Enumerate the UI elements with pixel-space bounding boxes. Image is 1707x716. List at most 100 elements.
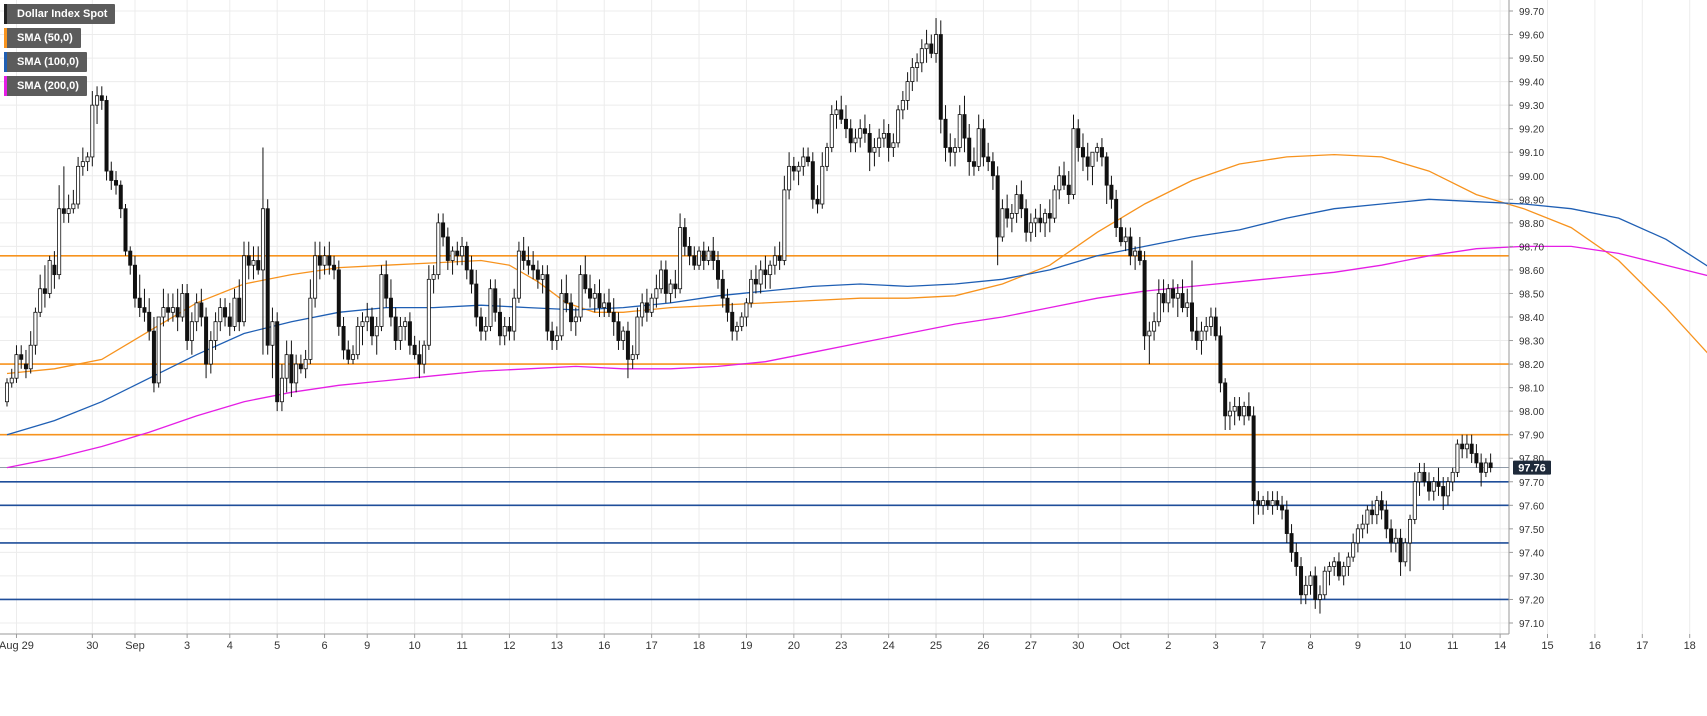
candle-body xyxy=(1024,208,1029,233)
candle-body xyxy=(336,269,341,327)
candle-body xyxy=(820,165,825,205)
x-tick-label: 18 xyxy=(693,640,705,652)
candle-body xyxy=(663,269,668,294)
candle-body xyxy=(1450,471,1455,483)
candle-body xyxy=(1374,500,1379,516)
candle-body xyxy=(1265,500,1270,506)
candle-body xyxy=(52,264,57,276)
candle-body xyxy=(900,100,905,111)
candle-body xyxy=(659,269,664,290)
candle-body xyxy=(1043,213,1048,224)
candle-body xyxy=(123,208,128,252)
x-tick-label: 17 xyxy=(1636,640,1648,652)
candle-body xyxy=(80,161,85,167)
candle-body xyxy=(787,165,792,191)
candle-body xyxy=(1133,250,1138,257)
candle-body xyxy=(1379,500,1384,511)
x-tick-label: 13 xyxy=(551,640,563,652)
candle-body xyxy=(1422,471,1427,483)
y-tick-label: 98.00 xyxy=(1519,407,1544,418)
candle-body xyxy=(1014,194,1019,214)
candle-body xyxy=(118,184,123,210)
candle-body xyxy=(1227,410,1232,417)
candle-body xyxy=(716,260,721,280)
candle-body xyxy=(948,147,953,153)
candle-body xyxy=(758,269,763,285)
candle-body xyxy=(137,297,142,308)
candle-body xyxy=(725,297,730,313)
candle-body xyxy=(848,128,853,144)
candle-body xyxy=(971,161,976,167)
candle-body xyxy=(284,354,289,379)
candle-body xyxy=(483,326,488,332)
candle-body xyxy=(369,316,374,337)
y-tick-label: 97.70 xyxy=(1519,478,1544,489)
candle-body xyxy=(1232,406,1237,412)
x-tick-label: 4 xyxy=(227,640,233,652)
candle-body xyxy=(1393,537,1398,544)
candle-body xyxy=(246,255,251,266)
candle-body xyxy=(275,321,280,403)
candle-body xyxy=(464,245,469,271)
candle-body xyxy=(241,255,246,323)
candle-body xyxy=(422,344,427,365)
candle-body xyxy=(502,326,507,337)
x-tick-label: 16 xyxy=(598,640,610,652)
x-tick-label: 10 xyxy=(409,640,421,652)
y-tick-label: 97.50 xyxy=(1519,525,1544,536)
candle-body xyxy=(573,316,578,323)
candle-body xyxy=(592,293,597,299)
candle-body xyxy=(858,128,863,139)
candle-body xyxy=(919,48,924,64)
candle-body xyxy=(180,293,185,318)
candle-body xyxy=(488,288,493,327)
candle-body xyxy=(877,137,882,148)
candle-body xyxy=(1000,208,1005,238)
candle-body xyxy=(469,269,474,285)
candle-body xyxy=(1360,523,1365,530)
candle-body xyxy=(692,255,697,266)
candle-body xyxy=(995,175,1000,238)
candle-body xyxy=(237,297,242,323)
candle-body xyxy=(1009,213,1014,219)
x-tick-label: 20 xyxy=(788,640,800,652)
x-tick-label: 3 xyxy=(1213,640,1219,652)
candle-body xyxy=(23,363,28,370)
legend-item-sma-100[interactable]: SMA (100,0) xyxy=(4,52,87,72)
candle-body xyxy=(1284,509,1289,534)
candle-body xyxy=(1242,406,1247,417)
candle-body xyxy=(730,311,735,332)
candle-body xyxy=(924,43,929,50)
legend-item-sma-50[interactable]: SMA (50,0) xyxy=(4,28,81,48)
candle-body xyxy=(782,189,787,261)
candle-body xyxy=(14,354,19,379)
candle-body xyxy=(213,321,218,341)
candle-body xyxy=(791,165,796,172)
candle-body xyxy=(355,326,360,356)
candle-body xyxy=(85,156,90,163)
candle-body xyxy=(839,109,844,120)
y-tick-label: 98.50 xyxy=(1519,289,1544,300)
candle-body xyxy=(1147,330,1152,337)
candle-body xyxy=(772,255,777,266)
candle-body xyxy=(1256,500,1261,506)
candle-body xyxy=(1166,288,1171,304)
candle-body xyxy=(1080,147,1085,158)
legend-item-sma-200[interactable]: SMA (200,0) xyxy=(4,76,87,96)
y-tick-label: 99.00 xyxy=(1519,172,1544,183)
candle-body xyxy=(38,288,43,313)
candle-body xyxy=(1019,194,1024,210)
y-tick-label: 99.50 xyxy=(1519,54,1544,65)
x-tick-label: 25 xyxy=(930,640,942,652)
candle-body xyxy=(1313,575,1318,600)
candle-body xyxy=(810,161,815,200)
x-tick-label: 27 xyxy=(1025,640,1037,652)
legend-item-title[interactable]: Dollar Index Spot xyxy=(4,4,116,24)
x-tick-label: 14 xyxy=(1494,640,1506,652)
candle-body xyxy=(1280,504,1285,511)
candle-body xyxy=(1218,335,1223,384)
legend-label: Dollar Index Spot xyxy=(17,8,108,20)
candle-body xyxy=(1180,293,1185,308)
candle-body xyxy=(1469,443,1474,454)
